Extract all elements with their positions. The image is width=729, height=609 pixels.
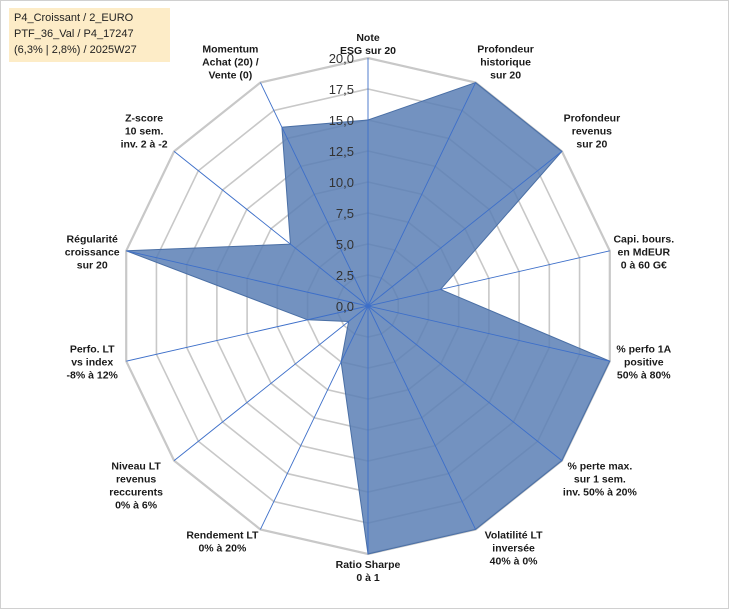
axis-label: Volatilité LT inversée 40% à 0%	[485, 529, 544, 567]
radial-tick-label: 20,0	[329, 51, 354, 66]
axis-spoke	[367, 151, 563, 307]
axis-label: % perte max. sur 1 sem. inv. 50% à 20%	[563, 461, 638, 499]
info-line-2: PTF_36_Val / P4_17247	[14, 28, 134, 40]
axis-labels: Note ESG sur 20 Profondeur historique sur 20…	[65, 32, 674, 584]
axis-label: Momentum Achat (20) / Vente (0)	[202, 44, 259, 82]
axis-spoke	[367, 305, 477, 530]
radial-tick-labels: 0,0 2,5 5,0 7,5 10,0 12,5 15,0 17,5 20,0	[329, 51, 354, 314]
radial-tick-label: 12,5	[329, 144, 354, 159]
radial-tick-label: 2,5	[336, 268, 354, 283]
axis-spoke	[367, 305, 610, 362]
radial-tick-label: 7,5	[336, 206, 354, 221]
info-line-3: (6,3% | 2,8%) / 2025W27	[14, 44, 137, 56]
axis-label: Profondeur historique sur 20	[477, 44, 534, 82]
axis-spoke	[367, 250, 610, 307]
radar-series	[126, 58, 611, 555]
axis-spoke	[173, 151, 369, 307]
info-line-1: P4_Croissant / 2_EURO	[14, 12, 134, 24]
axis-label: % perfo 1A positive 50% à 80%	[616, 344, 671, 382]
axis-spoke	[259, 305, 369, 530]
axis-label: Régularité croissance sur 20	[65, 233, 120, 271]
axis-spoke	[173, 305, 369, 461]
axis-spoke	[259, 82, 369, 307]
axis-spoke	[367, 82, 477, 307]
axis-label: Ratio Sharpe 0 à 1	[336, 559, 401, 584]
axis-spoke	[367, 305, 563, 461]
axis-label: Z-score 10 sem. inv. 2 à -2	[121, 112, 168, 150]
axis-label: Rendement LT 0% à 20%	[186, 529, 259, 554]
radial-tick-label: 15,0	[329, 113, 354, 128]
axis-label: Profondeur revenus sur 20	[564, 112, 621, 150]
axis-label: Niveau LT revenus reccurents 0% à 6%	[109, 461, 163, 512]
radial-tick-label: 0,0	[336, 299, 354, 314]
axis-label: Capi. bours. en MdEUR 0 à 60 G€	[613, 233, 674, 271]
radial-tick-label: 5,0	[336, 237, 354, 252]
info-box: P4_Croissant / 2_EURO PTF_36_Val / P4_17…	[9, 8, 170, 62]
axis-spoke	[126, 250, 369, 307]
axis-spoke	[126, 305, 369, 362]
radial-tick-label: 17,5	[329, 82, 354, 97]
axis-label: Note ESG sur 20	[340, 32, 396, 57]
axis-label: Perfo. LT vs index -8% à 12%	[67, 344, 119, 382]
radial-tick-label: 10,0	[329, 175, 354, 190]
